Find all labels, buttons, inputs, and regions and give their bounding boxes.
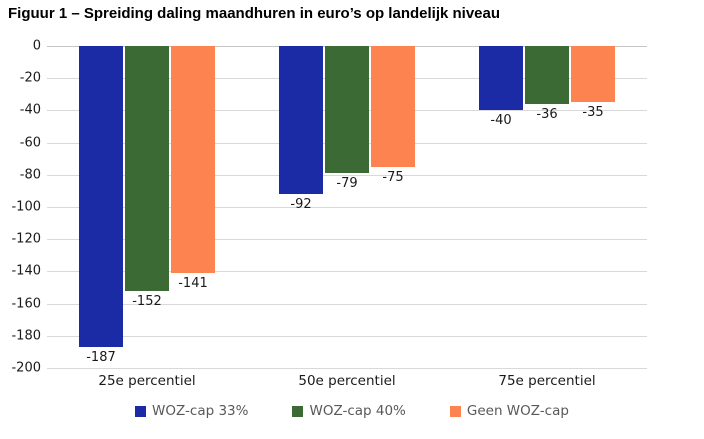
legend-swatch-icon	[135, 405, 147, 417]
data-label: -40	[490, 113, 512, 128]
bar-geen-woz-cap	[571, 46, 615, 102]
x-category-label: 25e percentiel	[98, 373, 196, 389]
y-tick-label: -200	[11, 360, 41, 376]
y-tick-label: -60	[19, 135, 41, 151]
y-tick-label: -80	[19, 167, 41, 183]
bar-woz-cap-40	[325, 46, 369, 173]
data-label: -152	[132, 294, 162, 309]
legend-item-woz-cap-40: WOZ-cap 40%	[292, 403, 406, 419]
gridline	[47, 271, 647, 273]
bar-woz-cap-40	[125, 46, 169, 291]
data-label: -75	[382, 170, 404, 185]
gridline	[47, 335, 647, 337]
figure-title: Figuur 1 – Spreiding daling maandhuren i…	[8, 5, 501, 22]
data-label: -79	[336, 176, 358, 191]
y-tick-label: -100	[11, 199, 41, 215]
legend: WOZ-cap 33% WOZ-cap 40% Geen WOZ-cap	[0, 403, 704, 419]
legend-item-geen-woz-cap: Geen WOZ-cap	[449, 403, 569, 419]
data-label: -187	[86, 350, 116, 365]
y-tick-label: -160	[11, 296, 41, 312]
bar-woz-cap-33	[79, 46, 123, 347]
bar-woz-cap-33	[279, 46, 323, 194]
gridline	[47, 174, 647, 176]
y-tick-label: -40	[19, 102, 41, 118]
data-label: -35	[582, 105, 604, 120]
bar-woz-cap-40	[525, 46, 569, 104]
gridline	[47, 239, 647, 241]
y-tick-label: 0	[32, 38, 41, 54]
bar-woz-cap-33	[479, 46, 523, 110]
legend-item-woz-cap-33: WOZ-cap 33%	[135, 403, 248, 419]
legend-label: WOZ-cap 33%	[152, 403, 249, 419]
x-category-label: 50e percentiel	[298, 373, 396, 389]
legend-swatch-icon	[292, 405, 304, 417]
bar-geen-woz-cap	[171, 46, 215, 273]
data-label: -141	[178, 276, 208, 291]
gridline	[47, 207, 647, 208]
y-tick-label: -20	[19, 70, 41, 86]
gridline	[47, 368, 647, 369]
data-label: -36	[536, 107, 558, 122]
data-label: -92	[290, 197, 312, 212]
legend-swatch-icon	[449, 405, 461, 417]
y-tick-label: -120	[11, 231, 41, 247]
legend-label: WOZ-cap 40%	[309, 403, 406, 419]
gridline	[47, 303, 647, 305]
y-tick-label: -180	[11, 328, 41, 344]
bar-geen-woz-cap	[371, 46, 415, 167]
x-category-label: 75e percentiel	[498, 373, 596, 389]
y-tick-label: -140	[11, 263, 41, 279]
legend-label: Geen WOZ-cap	[466, 403, 569, 419]
plot-area: 0 -20 -40 -60 -80 -100 -120 -140 -160 -180 -200 -18…	[11, 40, 647, 389]
